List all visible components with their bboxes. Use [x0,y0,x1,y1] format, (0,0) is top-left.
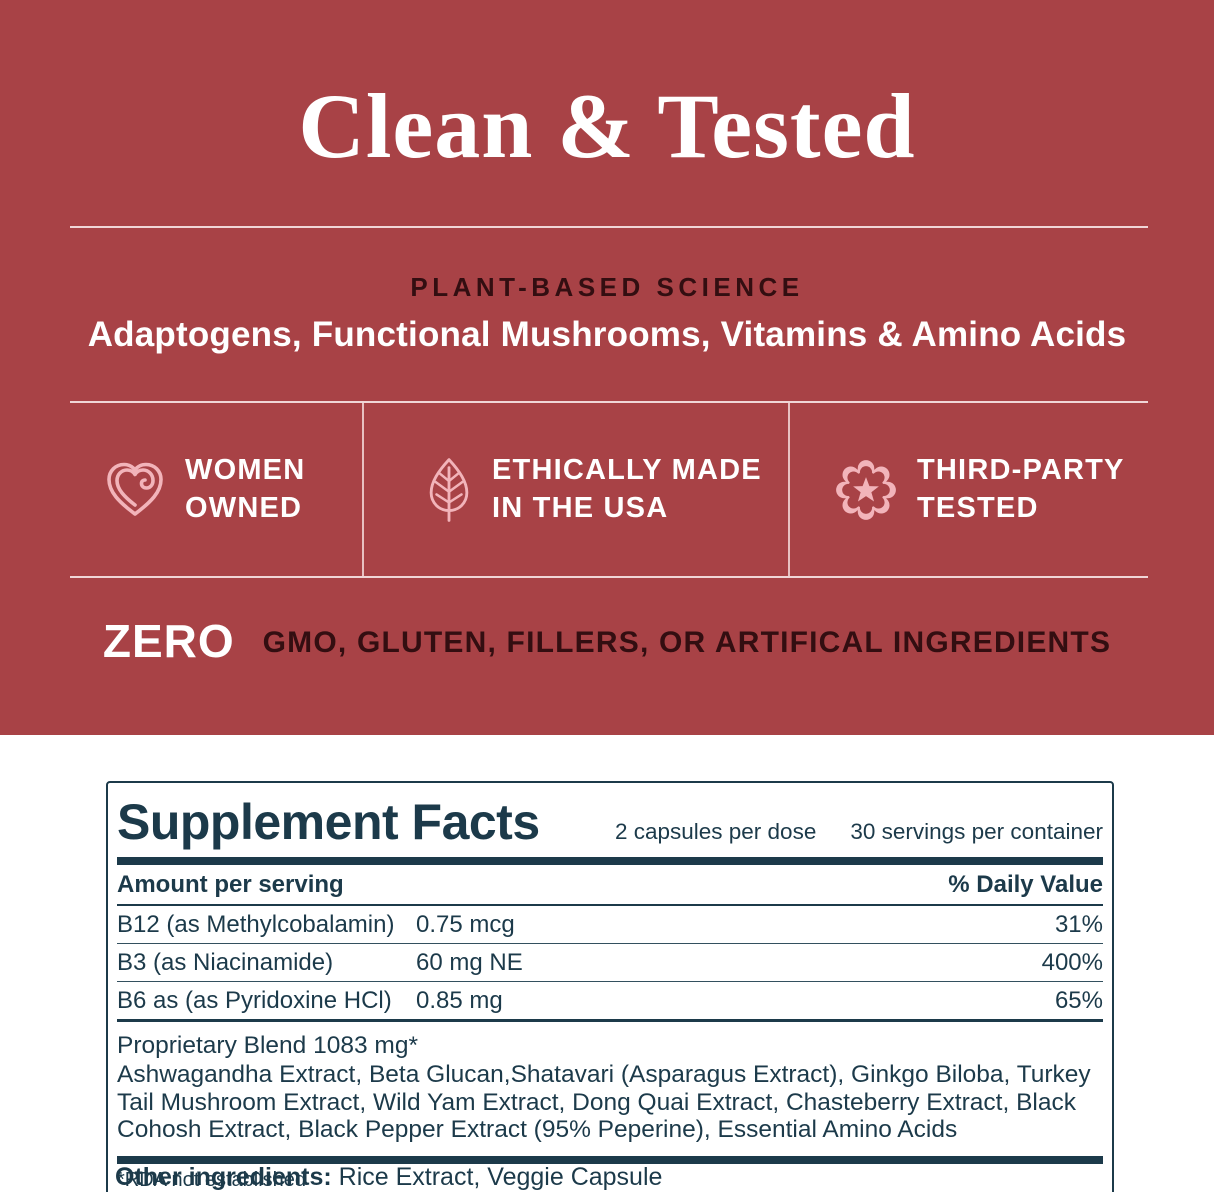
supplement-facts-header: Supplement Facts 2 capsules per dose 30 … [117,783,1103,857]
proprietary-blend-ingredients: Ashwagandha Extract, Beta Glucan,Shatava… [117,1061,1091,1144]
thick-rule [117,1155,1103,1164]
nutrient-daily-value: 400% [1041,949,1103,976]
column-header-amount: Amount per serving [117,871,344,898]
thick-rule [117,857,1103,865]
table-row: B3 (as Niacinamide) 60 mg NE 400% [117,944,1103,982]
nutrient-name: B12 (as Methylcobalamin) [117,911,395,938]
nutrient-name: B3 (as Niacinamide) [117,949,334,976]
zero-claims-row: ZERO GMO, GLUTEN, FILLERS, OR ARTIFICAL … [0,614,1214,668]
zero-lead-text: ZERO [102,615,235,667]
nutrient-amount: 0.75 mcg [416,911,515,938]
zero-claims-text: GMO, GLUTEN, FILLERS, OR ARTIFICAL INGRE… [262,626,1112,659]
badge-women-owned: WOMEN OWNED [0,403,362,576]
rda-footnote: *RDA not established [117,1168,307,1191]
serving-info-group: 2 capsules per dose 30 servings per cont… [615,819,1103,845]
divider [70,226,1148,228]
nutrient-name: B6 as (as Pyridoxine HCl) [117,987,392,1014]
divider [70,576,1148,578]
table-row: B6 as (as Pyridoxine HCl) 0.85 mg 65% [117,982,1103,1022]
badge-third-party-tested: THIRD-PARTY TESTED [790,403,1214,576]
badge-ethically-made: ETHICALLY MADE IN THE USA [362,403,790,576]
other-ingredients-label: Other ingredients: [115,1163,332,1191]
badge-row: WOMEN OWNED ETHICALLY MADE IN THE USA [0,403,1214,576]
leaf-icon [424,452,474,528]
other-ingredients-value: Rice Extract, Veggie Capsule [331,1163,663,1191]
badge-label: WOMEN OWNED [185,452,305,526]
badge-label-line2: TESTED [917,491,1039,524]
eyebrow-text: PLANT-BASED SCIENCE [410,272,804,302]
proprietary-blend-block: Proprietary Blend 1083 mg* Ashwagandha E… [117,1022,1103,1156]
table-row: B12 (as Methylcobalamin) 0.75 mcg 31% [117,906,1103,944]
dose-info: 2 capsules per dose [614,819,817,844]
nutrient-daily-value: 31% [1054,911,1103,938]
seal-star-icon [833,457,899,523]
proprietary-blend-title: Proprietary Blend 1083 mg* [117,1032,418,1059]
servings-info: 30 servings per container [850,819,1103,844]
other-ingredients-line: Other ingredients: Rice Extract, Veggie … [115,1163,662,1192]
divider [70,401,1148,403]
column-header-daily-value: % Daily Value [948,871,1103,898]
page-title: Clean & Tested [298,75,916,177]
hero-section: Clean & Tested PLANT-BASED SCIENCE Adapt… [0,0,1214,735]
badge-label: ETHICALLY MADE IN THE USA [492,452,762,526]
nutrient-daily-value: 65% [1054,987,1103,1014]
badge-label-line2: OWNED [185,491,303,524]
headline-text: Adaptogens, Functional Mushrooms, Vitami… [87,315,1127,354]
nutrient-amount: 60 mg NE [416,949,523,976]
nutrient-amount: 0.85 mg [416,987,503,1014]
badge-label-line1: WOMEN [185,454,306,487]
badge-label-line1: THIRD-PARTY [917,454,1125,487]
badge-label-line2: IN THE USA [492,491,669,524]
supplement-facts-panel: Supplement Facts 2 capsules per dose 30 … [106,781,1114,1192]
badge-label-line1: ETHICALLY MADE [492,454,762,487]
supplement-facts-title: Supplement Facts [117,794,540,850]
heart-icon [103,456,167,524]
badge-label: THIRD-PARTY TESTED [917,452,1125,526]
column-header-row: Amount per serving % Daily Value [117,865,1103,906]
